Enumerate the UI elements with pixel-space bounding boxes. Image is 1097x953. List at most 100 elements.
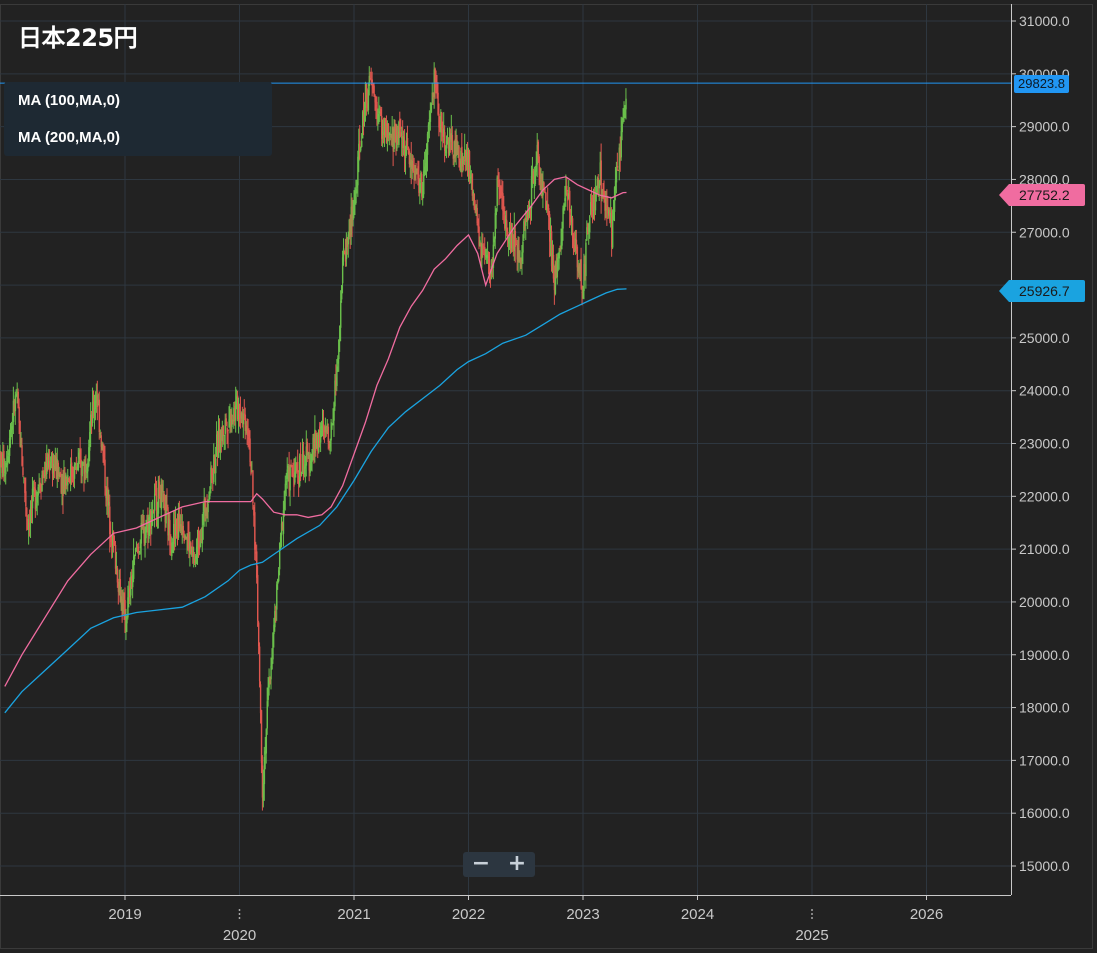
candle-body — [231, 419, 233, 428]
candle-body — [149, 510, 151, 521]
x-tick-label: 2023 — [566, 906, 599, 923]
candle-body — [284, 483, 287, 494]
candle-body — [443, 129, 445, 134]
candle-body — [173, 524, 175, 544]
candle-body — [528, 205, 531, 217]
candle-body — [34, 488, 37, 510]
candle-body — [190, 542, 192, 553]
candle-body — [10, 426, 13, 433]
candle-body — [83, 463, 85, 474]
candle-body — [70, 464, 72, 484]
candle-body — [494, 213, 497, 239]
candle-body — [517, 247, 519, 262]
candle-body — [302, 451, 305, 477]
candle-body — [168, 519, 170, 536]
candle-body — [327, 426, 330, 443]
candle-body — [229, 411, 231, 421]
candle-body — [75, 466, 78, 470]
candle-body — [562, 208, 564, 229]
candle-body — [535, 164, 538, 172]
candle-body — [420, 173, 422, 182]
candle-body — [449, 133, 452, 140]
candle-body — [265, 729, 268, 754]
candle-body — [269, 676, 271, 682]
candle-body — [435, 85, 437, 88]
zoom-in-button[interactable]: + — [507, 851, 527, 876]
candle-body — [51, 457, 54, 474]
candle-body — [87, 462, 89, 472]
candle-body — [208, 495, 210, 502]
candle-body — [275, 607, 277, 609]
candle-body — [6, 464, 8, 466]
candle-body — [377, 113, 379, 123]
candle-body — [230, 414, 232, 426]
y-tick-label: 28000.0 — [1019, 171, 1070, 187]
candle-body — [613, 187, 616, 212]
candle-body — [580, 259, 582, 289]
candle-body — [181, 526, 184, 535]
candle-body — [353, 203, 355, 212]
candle-body — [411, 160, 414, 170]
candle-body — [587, 223, 589, 235]
candle-body — [237, 406, 240, 421]
candle-body — [362, 108, 365, 122]
candle-body — [166, 505, 168, 510]
candle-body — [52, 463, 55, 474]
candle-body — [12, 400, 15, 423]
candle-body — [317, 435, 319, 451]
candle-body — [288, 467, 290, 490]
last-price-tag: 29823.8 — [1014, 75, 1069, 93]
candle-body — [531, 170, 534, 181]
candle-body — [384, 122, 387, 124]
candle-body — [608, 209, 610, 216]
legend-ma100[interactable]: MA (100,MA,0) — [18, 92, 120, 109]
candle-body — [481, 243, 483, 259]
candle-body — [15, 394, 18, 397]
candle-body — [604, 198, 606, 211]
candle-body — [421, 174, 423, 197]
ma100-line — [4, 176, 627, 687]
x-tick-dot — [811, 917, 813, 919]
candle-body — [221, 425, 224, 442]
candle-body — [290, 464, 292, 466]
candle-body — [285, 480, 288, 486]
candle-body — [338, 339, 340, 360]
y-tick-label: 17000.0 — [1019, 752, 1070, 768]
candle-body — [33, 487, 36, 491]
candle-body — [62, 484, 64, 497]
candle-body — [69, 480, 71, 483]
candle-body — [568, 193, 570, 199]
candle-body — [1, 459, 3, 473]
candle-body — [211, 469, 213, 475]
candle-body — [31, 488, 34, 509]
candle-body — [539, 172, 541, 183]
candle-body — [375, 104, 377, 106]
candle-body — [445, 150, 447, 154]
candle-body — [615, 168, 618, 183]
candle-body — [498, 184, 500, 189]
candle-body — [337, 358, 339, 364]
candle-body — [160, 484, 163, 510]
candle-body — [93, 407, 96, 416]
candle-body — [533, 183, 536, 188]
candle-body — [557, 260, 559, 262]
zoom-out-button[interactable]: − — [471, 851, 491, 876]
candle-body — [567, 193, 569, 201]
candle-body — [621, 120, 623, 133]
candle-body — [20, 441, 22, 446]
legend-ma200[interactable]: MA (200,MA,0) — [18, 129, 120, 146]
candle-body — [239, 412, 242, 418]
candle-body — [320, 425, 323, 431]
candle-body — [218, 432, 221, 452]
candle-body — [528, 214, 530, 217]
candle-body — [340, 300, 342, 328]
candle-body — [488, 260, 491, 277]
candle-body — [57, 462, 60, 475]
candle-body — [431, 92, 434, 103]
candle-body — [85, 463, 87, 470]
candle-body — [454, 138, 456, 158]
candle-body — [27, 518, 29, 530]
candle-body — [28, 523, 31, 527]
candle-body — [314, 429, 316, 454]
